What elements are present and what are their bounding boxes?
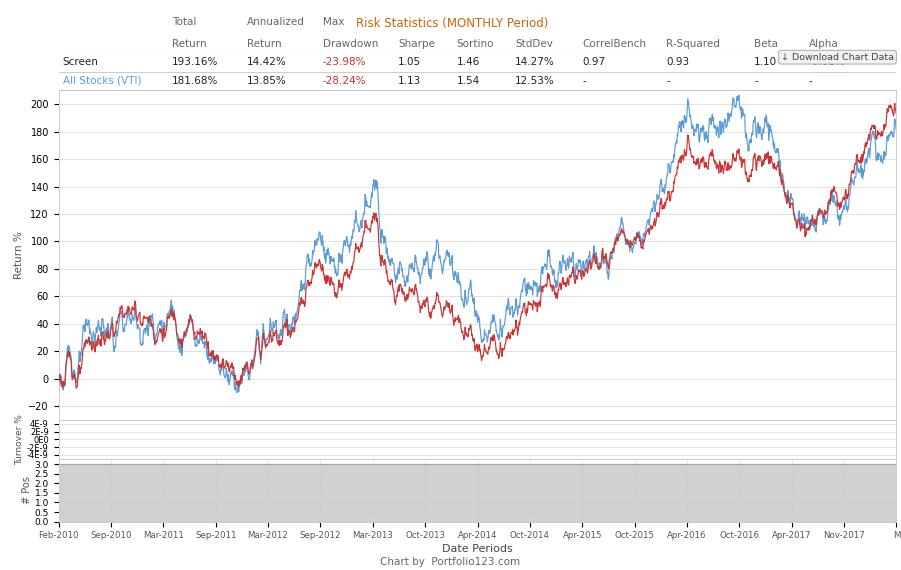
Text: -28.24%: -28.24% xyxy=(323,76,366,86)
Text: Return: Return xyxy=(247,39,282,49)
Text: 1.46: 1.46 xyxy=(457,57,480,67)
Text: -: - xyxy=(666,76,669,86)
Text: Sharpe: Sharpe xyxy=(398,39,435,49)
Text: Max: Max xyxy=(323,17,344,27)
Text: 1.54: 1.54 xyxy=(457,76,480,86)
Text: 1.10: 1.10 xyxy=(754,57,778,67)
Text: Beta: Beta xyxy=(754,39,778,49)
Text: Alpha: Alpha xyxy=(808,39,838,49)
Text: -23.98%: -23.98% xyxy=(323,57,366,67)
Text: 1.13: 1.13 xyxy=(398,76,421,86)
Text: R-Squared: R-Squared xyxy=(666,39,720,49)
Text: Total: Total xyxy=(172,17,196,27)
Text: Return: Return xyxy=(172,39,206,49)
Text: All Stocks (VTI): All Stocks (VTI) xyxy=(63,76,141,86)
Text: Sortino: Sortino xyxy=(457,39,494,49)
Text: 14.42%: 14.42% xyxy=(247,57,287,67)
X-axis label: Date Periods: Date Periods xyxy=(442,544,513,555)
Text: -0.61%: -0.61% xyxy=(808,57,845,67)
Text: 0.93: 0.93 xyxy=(666,57,689,67)
Text: Drawdown: Drawdown xyxy=(323,39,378,49)
Y-axis label: # Pos: # Pos xyxy=(22,476,32,504)
Text: Annualized: Annualized xyxy=(247,17,305,27)
Y-axis label: Turnover %: Turnover % xyxy=(15,414,24,465)
Text: -: - xyxy=(582,76,586,86)
Text: -: - xyxy=(808,76,813,86)
Text: 14.27%: 14.27% xyxy=(515,57,555,67)
Text: 193.16%: 193.16% xyxy=(172,57,218,67)
Text: ↓ Download Chart Data: ↓ Download Chart Data xyxy=(781,52,894,62)
Text: 1.05: 1.05 xyxy=(398,57,421,67)
Text: Risk Statistics (MONTHLY Period): Risk Statistics (MONTHLY Period) xyxy=(356,17,549,30)
Text: StdDev: StdDev xyxy=(515,39,553,49)
Text: Chart by  Portfolio123.com: Chart by Portfolio123.com xyxy=(380,557,521,567)
Text: 12.53%: 12.53% xyxy=(515,76,555,86)
Text: CorrelBench: CorrelBench xyxy=(582,39,646,49)
Y-axis label: Return %: Return % xyxy=(14,231,24,279)
Text: -: - xyxy=(754,76,758,86)
Text: 181.68%: 181.68% xyxy=(172,76,218,86)
Text: 0.97: 0.97 xyxy=(582,57,605,67)
Text: Screen: Screen xyxy=(63,57,98,67)
Text: 13.85%: 13.85% xyxy=(247,76,287,86)
